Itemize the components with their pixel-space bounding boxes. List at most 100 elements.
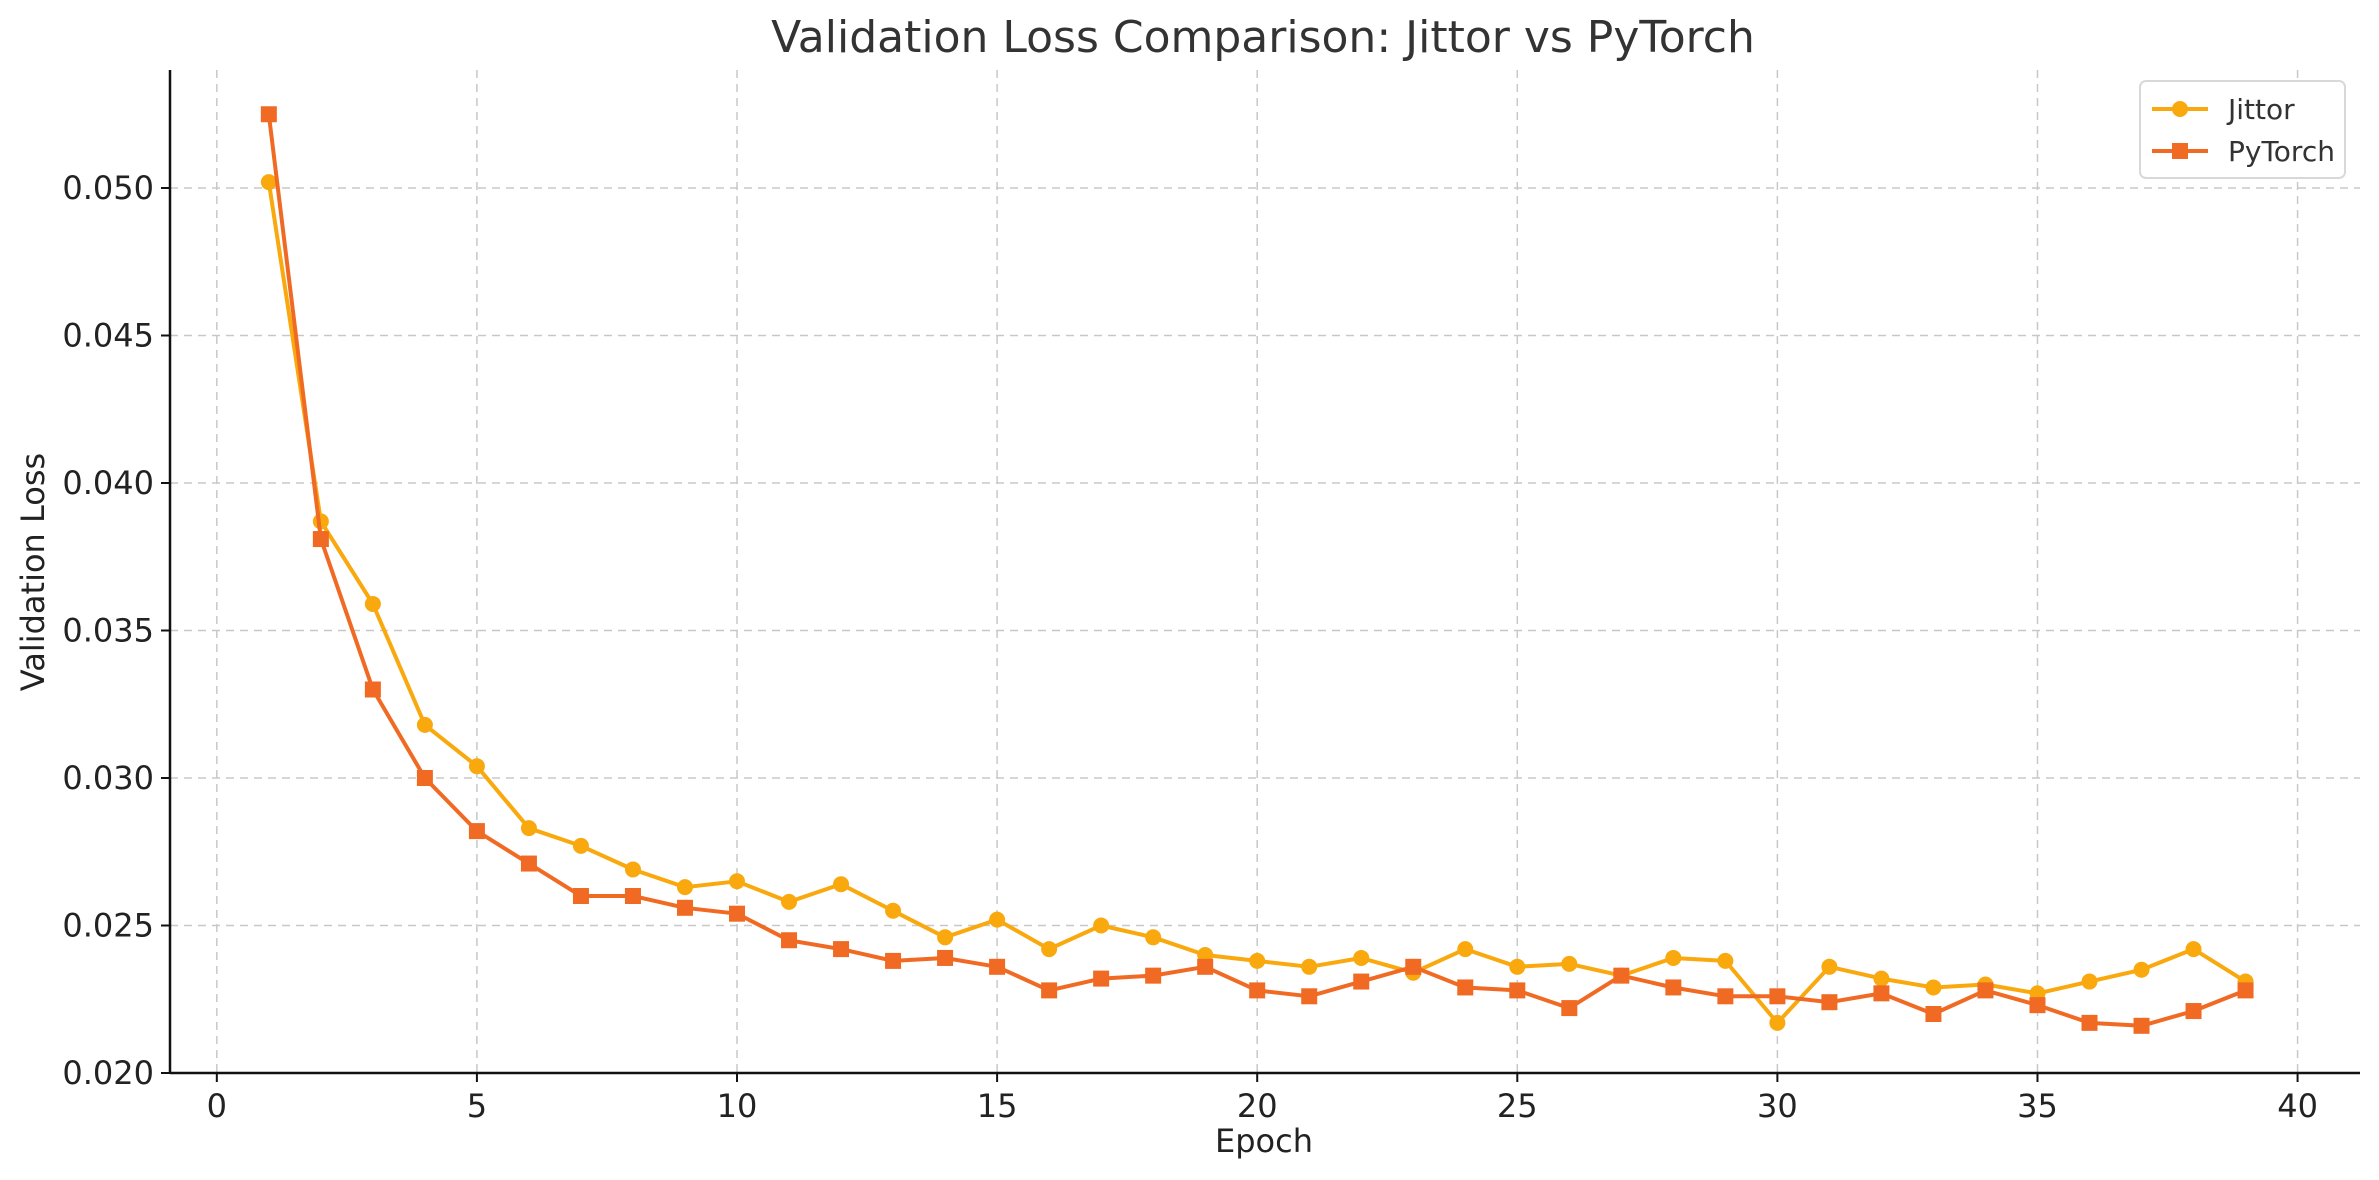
x-tick-label: 5 — [467, 1087, 487, 1125]
legend-label: PyTorch — [2228, 135, 2335, 168]
jittor-point — [572, 837, 589, 854]
jittor-point — [781, 893, 798, 910]
pytorch-point — [1769, 988, 1786, 1005]
y-axis-label: Validation Loss — [14, 453, 52, 691]
jittor-point — [989, 911, 1006, 928]
jittor-point — [260, 174, 277, 191]
pytorch-point — [1561, 1000, 1578, 1017]
pytorch-point — [572, 888, 589, 904]
pytorch-point — [1925, 1006, 1942, 1022]
y-tick-label: 0.030 — [62, 759, 154, 797]
pytorch-point — [520, 855, 537, 872]
pytorch-point — [833, 941, 850, 958]
pytorch-point — [1457, 979, 1474, 996]
jittor-point — [1249, 952, 1266, 969]
jittor-point — [1925, 979, 1942, 996]
pytorch-point — [1249, 982, 1266, 999]
legend-item-jittor: Jittor — [2152, 93, 2295, 126]
pytorch-point — [1717, 988, 1734, 1005]
y-tick-label: 0.040 — [62, 464, 154, 502]
grid — [170, 70, 2360, 1074]
jittor-point — [1561, 955, 1578, 972]
x-tick-label: 25 — [1497, 1087, 1538, 1125]
jittor-point — [468, 758, 485, 775]
pytorch-point — [2029, 997, 2046, 1014]
jittor-point — [1041, 941, 1058, 958]
jittor-point — [2081, 973, 2098, 990]
y-tick-label: 0.045 — [62, 317, 154, 355]
jittor-point — [1509, 958, 1526, 975]
pytorch-point — [312, 531, 329, 548]
pytorch-point — [624, 888, 641, 904]
plot-series — [260, 106, 2254, 1034]
jittor-point — [1821, 958, 1838, 975]
series-jittor — [260, 174, 2254, 1031]
jittor-point — [624, 861, 641, 878]
pytorch-point — [729, 905, 746, 922]
pytorch-point — [364, 681, 381, 698]
jittor-point — [1093, 917, 1110, 934]
pytorch-point — [1977, 982, 1994, 999]
pytorch-point — [989, 958, 1006, 975]
jittor-point — [364, 595, 381, 612]
pytorch-point — [2185, 1003, 2202, 1020]
legend: Jittor PyTorch — [2139, 80, 2346, 179]
pytorch-point — [416, 770, 433, 786]
jittor-point — [1145, 929, 1162, 946]
jittor-point — [2185, 941, 2202, 958]
pytorch-point — [1145, 967, 1162, 984]
pytorch-point — [1041, 982, 1058, 999]
jittor-point — [520, 820, 537, 837]
legend-label: Jittor — [2226, 93, 2295, 126]
axes: 0 5 10 15 20 25 30 35 40 0.020 0.025 0.030 0.035 0.04… — [62, 70, 2360, 1125]
pytorch-point — [1821, 994, 1838, 1011]
pytorch-point — [937, 949, 954, 966]
pytorch-point — [1613, 967, 1630, 984]
pytorch-point — [468, 823, 485, 840]
pytorch-point — [1405, 958, 1422, 975]
pytorch-point — [885, 952, 902, 969]
jittor-point — [729, 873, 746, 890]
x-tick-label: 15 — [977, 1087, 1018, 1125]
y-tick-label: 0.050 — [62, 169, 154, 207]
jittor-point — [937, 929, 954, 946]
x-tick-label: 10 — [717, 1087, 758, 1125]
legend-swatch-marker — [2172, 101, 2188, 117]
pytorch-point — [2081, 1014, 2098, 1031]
x-tick-label: 20 — [1237, 1087, 1278, 1125]
x-tick-label: 35 — [2017, 1087, 2058, 1125]
legend-swatch-marker — [2172, 143, 2188, 159]
pytorch-point — [781, 932, 798, 949]
pytorch-point — [1197, 958, 1214, 975]
pytorch-point — [2133, 1017, 2150, 1034]
pytorch-point — [676, 899, 693, 916]
pytorch-point — [260, 106, 277, 123]
x-tick-label: 40 — [2277, 1087, 2318, 1125]
jittor-point — [885, 902, 902, 919]
legend-item-pytorch: PyTorch — [2152, 135, 2335, 168]
jittor-point — [1769, 1014, 1786, 1031]
jittor-point — [1665, 949, 1682, 966]
y-tick-label: 0.035 — [62, 612, 154, 650]
pytorch-point — [1353, 973, 1370, 990]
jittor-point — [833, 876, 850, 893]
jittor-point — [2133, 961, 2150, 978]
jittor-point — [676, 879, 693, 896]
series-pytorch — [260, 106, 2254, 1034]
x-tick-label: 0 — [207, 1087, 227, 1125]
pytorch-point — [1093, 970, 1110, 987]
jittor-point — [1353, 949, 1370, 966]
jittor-point — [416, 716, 433, 733]
jittor-point — [1717, 952, 1734, 969]
x-tick-label: 30 — [1757, 1087, 1798, 1125]
x-axis-label: Epoch — [1215, 1122, 1313, 1160]
jittor-point — [1457, 941, 1474, 958]
y-tick-label: 0.020 — [62, 1054, 154, 1092]
y-tick-label: 0.025 — [62, 907, 154, 945]
chart-title: Validation Loss Comparison: Jittor vs Py… — [771, 12, 1755, 63]
legend-box — [2139, 80, 2346, 179]
jittor-point — [1301, 958, 1318, 975]
jittor-point — [1873, 970, 1890, 987]
